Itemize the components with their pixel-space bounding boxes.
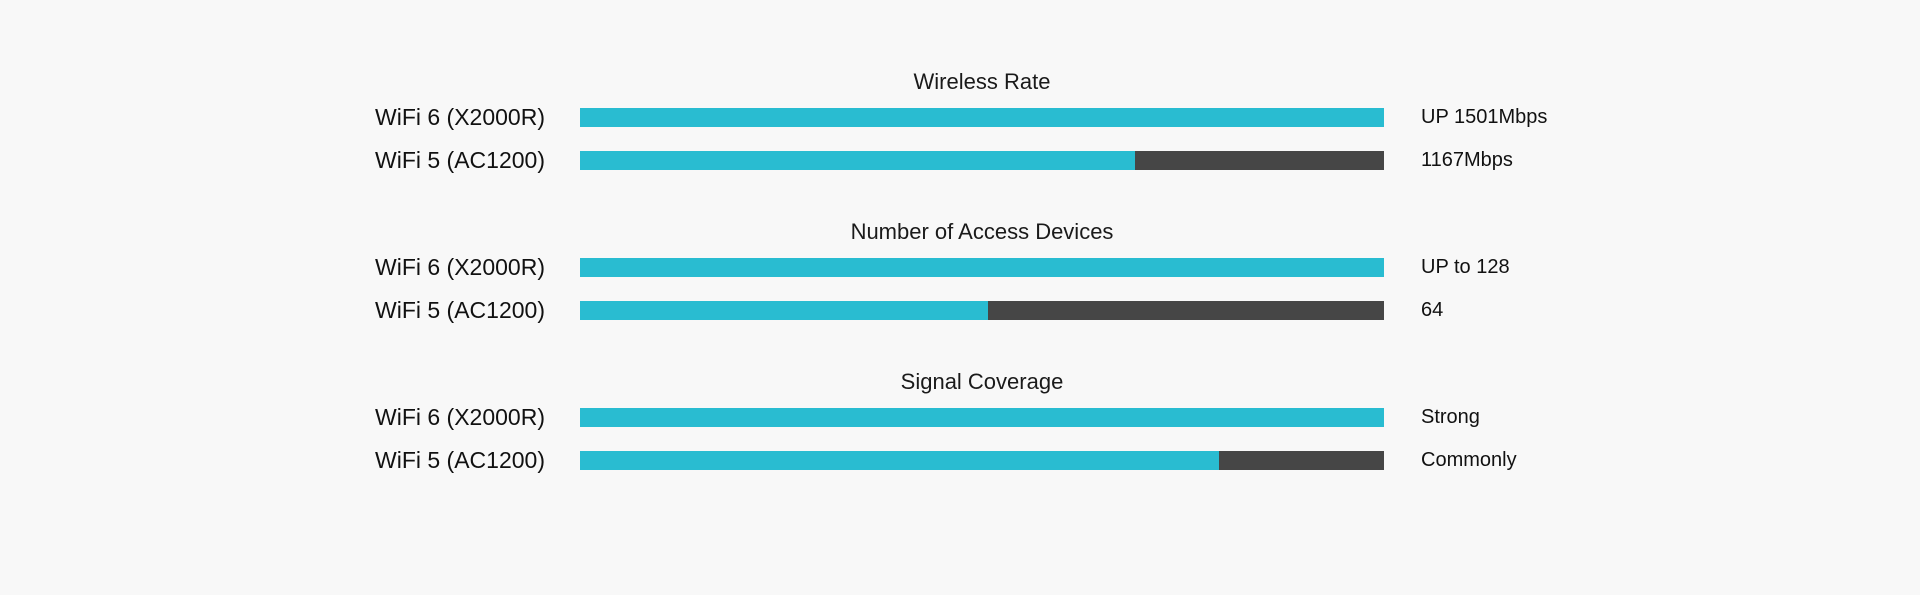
bar-fill (580, 408, 1384, 427)
section-title: Wireless Rate (913, 69, 1051, 94)
row-value-label: UP to 128 (1421, 256, 1510, 278)
row-label: WiFi 6 (X2000R) (375, 254, 545, 280)
row-label: WiFi 5 (AC1200) (375, 297, 545, 323)
row-value-label: UP 1501Mbps (1421, 106, 1548, 128)
bar-track (580, 151, 1384, 170)
row-value-label: 64 (1421, 299, 1444, 321)
row-value-label: Strong (1421, 406, 1480, 428)
row-value-label: Commonly (1421, 449, 1517, 471)
bar-track (580, 301, 1384, 320)
bar-fill (580, 108, 1384, 127)
section-title: Number of Access Devices (850, 219, 1114, 244)
bar-track (580, 451, 1384, 470)
row-label: WiFi 5 (AC1200) (375, 147, 545, 173)
row-label: WiFi 5 (AC1200) (375, 447, 545, 473)
bar-fill (580, 151, 1135, 170)
bar-fill (580, 258, 1384, 277)
bar-track (580, 408, 1384, 427)
bar-fill (580, 301, 988, 320)
row-value-label: 1167Mbps (1421, 149, 1513, 171)
bar-fill (580, 451, 1219, 470)
bar-track (580, 258, 1384, 277)
row-label: WiFi 6 (X2000R) (375, 404, 545, 430)
section-title: Signal Coverage (900, 369, 1064, 394)
bar-track (580, 108, 1384, 127)
row-label: WiFi 6 (X2000R) (375, 104, 545, 130)
